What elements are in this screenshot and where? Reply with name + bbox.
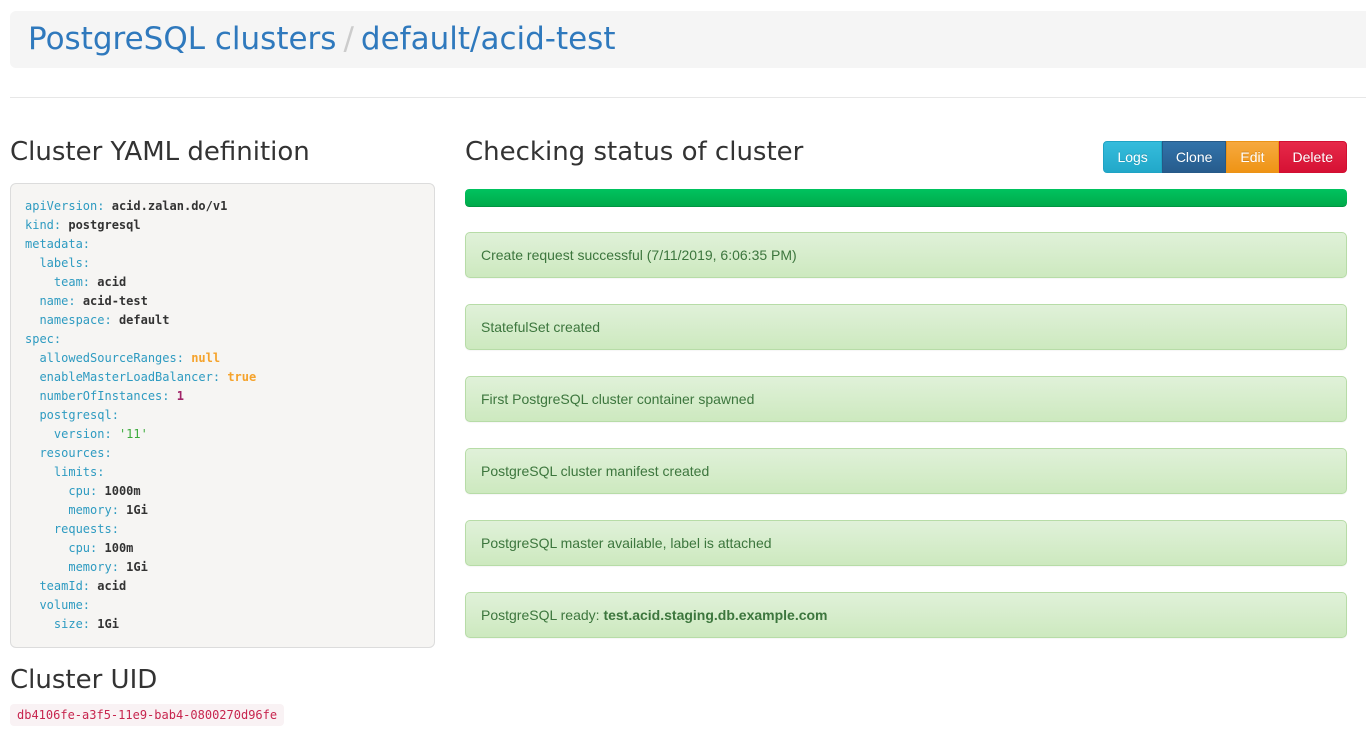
yaml-key: name:	[39, 294, 76, 308]
yaml-line: metadata:	[25, 235, 420, 254]
yaml-value: acid.zalan.do/v1	[111, 199, 228, 213]
yaml-key: labels:	[39, 256, 91, 270]
yaml-key: cpu:	[68, 541, 98, 555]
breadcrumb: PostgreSQL clusters / default/acid-test	[10, 11, 1366, 68]
yaml-column: Cluster YAML definition apiVersion: acid…	[10, 98, 435, 726]
yaml-line: numberOfInstances: 1	[25, 387, 420, 406]
yaml-line: limits:	[25, 463, 420, 482]
page-title: PostgreSQL clusters / default/acid-test	[28, 23, 1346, 55]
status-alert: StatefulSet created	[465, 304, 1347, 350]
yaml-line: cpu: 100m	[25, 539, 420, 558]
yaml-line: requests:	[25, 520, 420, 539]
yaml-value: acid	[97, 579, 127, 593]
yaml-key: team:	[53, 275, 91, 289]
yaml-key: size:	[53, 617, 91, 631]
yaml-value: 1Gi	[126, 503, 148, 517]
status-alert: PostgreSQL cluster manifest created	[465, 448, 1347, 494]
yaml-key: namespace:	[39, 313, 112, 327]
yaml-key: limits:	[53, 465, 105, 479]
yaml-line: kind: postgresql	[25, 216, 420, 235]
yaml-key: postgresql:	[39, 408, 119, 422]
yaml-value: 1Gi	[97, 617, 119, 631]
cluster-uid-value: db4106fe-a3f5-11e9-bab4-0800270d96fe	[10, 704, 285, 726]
yaml-line: namespace: default	[25, 311, 420, 330]
main-content: Cluster YAML definition apiVersion: acid…	[0, 98, 1366, 726]
status-alert: PostgreSQL ready: test.acid.staging.db.e…	[465, 592, 1347, 638]
cluster-hostname: test.acid.staging.db.example.com	[603, 607, 828, 623]
yaml-value: null	[191, 351, 221, 365]
yaml-line: teamId: acid	[25, 577, 420, 596]
yaml-value: 100m	[104, 541, 134, 555]
yaml-value: 1000m	[104, 484, 141, 498]
yaml-line: name: acid-test	[25, 292, 420, 311]
breadcrumb-cluster-link[interactable]: default/acid-test	[360, 21, 616, 57]
yaml-line: memory: 1Gi	[25, 501, 420, 520]
yaml-line: spec:	[25, 330, 420, 349]
yaml-key: kind:	[25, 218, 62, 232]
yaml-key: memory:	[68, 503, 119, 517]
yaml-line: team: acid	[25, 273, 420, 292]
yaml-value: '11'	[118, 427, 148, 441]
cluster-yaml-definition: apiVersion: acid.zalan.do/v1 kind: postgr…	[10, 183, 435, 648]
edit-button[interactable]: Edit	[1226, 141, 1279, 173]
yaml-line: enableMasterLoadBalancer: true	[25, 368, 420, 387]
yaml-key: resources:	[39, 446, 112, 460]
yaml-value: default	[118, 313, 170, 327]
header-divider	[10, 97, 1366, 98]
yaml-key: cpu:	[68, 484, 98, 498]
clone-button[interactable]: Clone	[1161, 141, 1227, 173]
yaml-key: numberOfInstances:	[39, 389, 170, 403]
breadcrumb-clusters-link[interactable]: PostgreSQL clusters	[28, 21, 337, 57]
yaml-key: metadata:	[25, 237, 91, 251]
yaml-value: acid-test	[82, 294, 148, 308]
yaml-line: resources:	[25, 444, 420, 463]
logs-button[interactable]: Logs	[1103, 141, 1162, 173]
yaml-line: version: '11'	[25, 425, 420, 444]
status-alert: First PostgreSQL cluster container spawn…	[465, 376, 1347, 422]
status-alert: PostgreSQL master available, label is at…	[465, 520, 1347, 566]
yaml-key: version:	[53, 427, 112, 441]
status-heading: Checking status of cluster	[465, 137, 804, 167]
status-progress-track	[465, 189, 1347, 207]
yaml-value: 1	[176, 389, 184, 403]
yaml-key: apiVersion:	[25, 199, 105, 213]
status-column: Checking status of cluster Logs Clone Edit…	[465, 98, 1347, 638]
yaml-line: postgresql:	[25, 406, 420, 425]
yaml-line: memory: 1Gi	[25, 558, 420, 577]
yaml-key: volume:	[39, 598, 91, 612]
uid-heading: Cluster UID	[10, 665, 158, 695]
status-progress-bar	[465, 189, 1347, 207]
yaml-line: cpu: 1000m	[25, 482, 420, 501]
yaml-key: requests:	[53, 522, 119, 536]
status-header-row: Checking status of cluster Logs Clone Edit…	[465, 138, 1347, 173]
yaml-value: acid	[97, 275, 127, 289]
yaml-value: 1Gi	[126, 560, 148, 574]
status-alert: Create request successful (7/11/2019, 6:…	[465, 232, 1347, 278]
yaml-key: teamId:	[39, 579, 91, 593]
yaml-heading: Cluster YAML definition	[10, 137, 310, 167]
yaml-line: volume:	[25, 596, 420, 615]
yaml-key: enableMasterLoadBalancer:	[39, 370, 221, 384]
status-messages: Create request successful (7/11/2019, 6:…	[465, 232, 1347, 638]
delete-button[interactable]: Delete	[1278, 141, 1347, 173]
yaml-value: true	[227, 370, 257, 384]
yaml-value: postgresql	[68, 218, 141, 232]
breadcrumb-separator: /	[343, 21, 354, 57]
yaml-key: memory:	[68, 560, 119, 574]
yaml-key: spec:	[25, 332, 62, 346]
yaml-key: allowedSourceRanges:	[39, 351, 184, 365]
yaml-line: size: 1Gi	[25, 615, 420, 634]
cluster-action-buttons: Logs Clone Edit Delete	[1103, 141, 1347, 173]
yaml-line: apiVersion: acid.zalan.do/v1	[25, 197, 420, 216]
yaml-line: labels:	[25, 254, 420, 273]
yaml-line: allowedSourceRanges: null	[25, 349, 420, 368]
